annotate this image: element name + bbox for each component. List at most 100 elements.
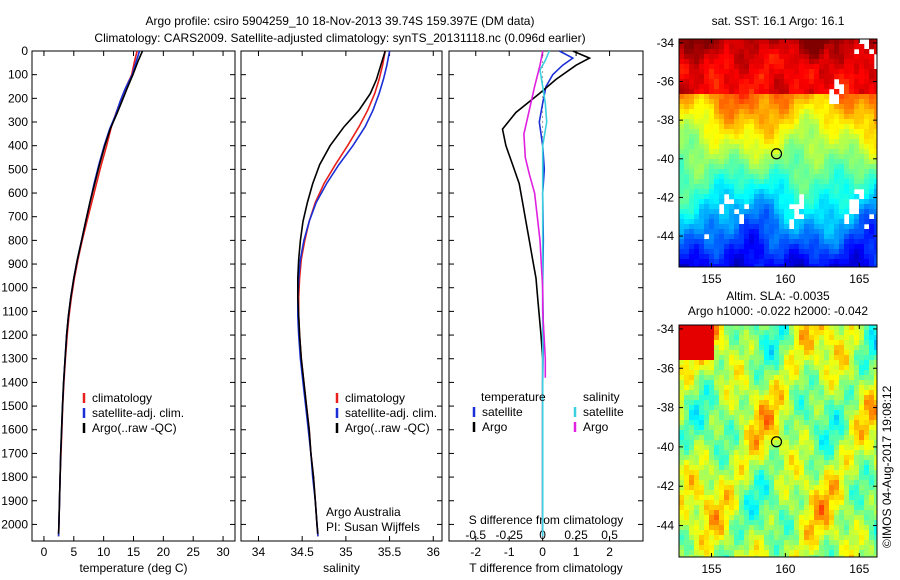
- map-cell: [834, 350, 840, 356]
- map-cell: [734, 525, 740, 531]
- map-cell: [769, 74, 775, 80]
- map-cell: [864, 475, 870, 481]
- map-cell: [869, 209, 875, 215]
- map-cell: [694, 64, 700, 70]
- map-cell: [859, 159, 865, 165]
- map-cell: [829, 400, 835, 406]
- map-cell: [779, 435, 785, 441]
- map-cell: [839, 470, 845, 476]
- map-cell: [844, 239, 850, 245]
- y-tick-label: 2000: [1, 517, 28, 531]
- y-tick-label: 300: [8, 115, 28, 129]
- map-cell: [829, 445, 835, 451]
- map-cell: [804, 204, 810, 210]
- map-cell: [799, 355, 805, 361]
- map-cell: [729, 450, 735, 456]
- map-cell: [769, 84, 775, 90]
- map-cell: [834, 204, 840, 210]
- map-cell: [789, 119, 795, 125]
- map-cell: [734, 124, 740, 130]
- map-cell: [684, 525, 690, 531]
- map-cell: [784, 254, 790, 260]
- map-cell: [679, 510, 685, 516]
- map-cell: [759, 109, 765, 115]
- map-cell: [699, 555, 705, 558]
- map-cell: [744, 450, 750, 456]
- map-cell: [784, 475, 790, 481]
- map-cell: [834, 540, 840, 546]
- map-cell: [829, 475, 835, 481]
- map-cell: [799, 520, 805, 526]
- map-cell: [679, 540, 685, 546]
- map-cell: [849, 49, 855, 55]
- map-cell: [784, 435, 790, 441]
- plot-frame: [240, 50, 443, 542]
- map-cell: [754, 144, 760, 150]
- map-cell: [739, 264, 745, 268]
- map-cell: [734, 144, 740, 150]
- map-cell: [874, 540, 878, 546]
- map-cell: [749, 355, 755, 361]
- map-cell: [749, 435, 755, 441]
- map-cell: [839, 79, 845, 85]
- map-cell: [819, 229, 825, 235]
- map-cell: [709, 335, 715, 341]
- map-cell: [809, 505, 815, 511]
- map-cell: [799, 144, 805, 150]
- map-cell: [804, 470, 810, 476]
- map-cell: [749, 259, 755, 265]
- map-cell: [779, 229, 785, 235]
- map-cell: [689, 104, 695, 110]
- map-cell: [844, 194, 850, 200]
- map-cell: [869, 410, 875, 416]
- map-cell: [854, 139, 860, 145]
- map-cell: [699, 520, 705, 526]
- map-cell: [759, 325, 765, 331]
- map-cell: [679, 134, 685, 140]
- map-cell: [809, 410, 815, 416]
- map-cell: [679, 144, 685, 150]
- map-cell: [749, 440, 755, 446]
- map-cell: [719, 505, 725, 511]
- map-cell: [729, 330, 735, 336]
- map-cell: [799, 550, 805, 556]
- map-cell: [754, 530, 760, 536]
- map-cell: [874, 119, 878, 125]
- map-cell: [784, 129, 790, 135]
- map-cell: [809, 129, 815, 135]
- map-cell: [814, 525, 820, 531]
- map-cell: [854, 39, 860, 45]
- map-cell: [754, 455, 760, 461]
- map-cell: [734, 510, 740, 516]
- map-cell: [694, 114, 700, 120]
- map-cell: [829, 430, 835, 436]
- map-cell: [769, 244, 775, 250]
- map-cell: [689, 94, 695, 100]
- map-title: sat. SST: 16.1 Argo: 16.1: [712, 14, 845, 28]
- map-cell: [839, 64, 845, 70]
- map-cell: [774, 500, 780, 506]
- map-cell: [789, 89, 795, 95]
- map-cell: [864, 460, 870, 466]
- map-cell: [809, 154, 815, 160]
- map-cell: [749, 219, 755, 225]
- map-cell: [819, 480, 825, 486]
- map-cell: [764, 510, 770, 516]
- map-cell: [779, 179, 785, 185]
- map-cell: [759, 124, 765, 130]
- map-cell: [739, 505, 745, 511]
- map-cell: [684, 545, 690, 551]
- map-cell: [769, 500, 775, 506]
- map-cell: [689, 495, 695, 501]
- map-cell: [839, 525, 845, 531]
- map-cell: [734, 480, 740, 486]
- map-cell: [854, 224, 860, 230]
- map-cell: [739, 179, 745, 185]
- map-cell: [849, 69, 855, 75]
- map-cell: [779, 390, 785, 396]
- map-cell: [784, 49, 790, 55]
- map-cell: [774, 239, 780, 245]
- map-cell: [839, 179, 845, 185]
- map-cell: [724, 89, 730, 95]
- map-cell: [689, 154, 695, 160]
